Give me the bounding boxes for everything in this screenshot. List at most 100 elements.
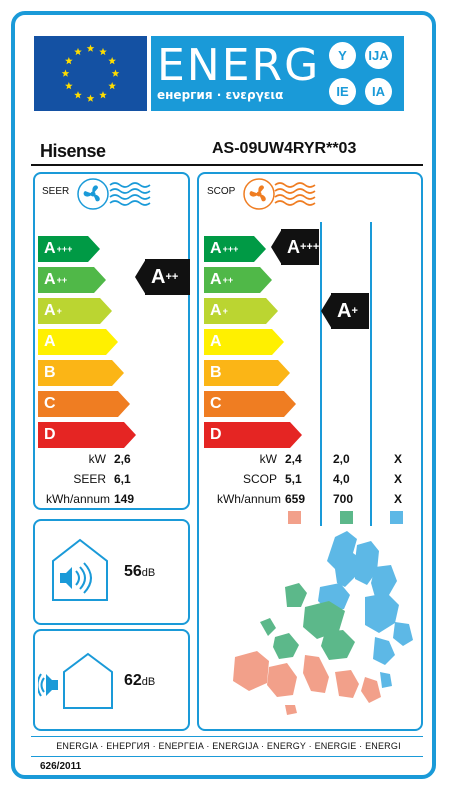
seer-scale-bar-tip	[106, 329, 118, 355]
seer-title: SEER	[42, 186, 70, 197]
eu-star	[99, 91, 107, 99]
eu-star	[86, 44, 95, 52]
zone-warm-swatch	[288, 511, 301, 524]
outdoor-noise-unit: dB	[141, 676, 156, 688]
seer-scale-letter: A	[44, 240, 56, 257]
seer-scale-bar: A +	[38, 298, 100, 324]
scop-warm-marker-arrow	[271, 229, 282, 265]
scop-scale-bar-tip	[254, 236, 266, 262]
seer-scale-letter: A	[44, 333, 56, 350]
scop-scop-warm: 5,1	[285, 472, 302, 486]
eu-star	[74, 91, 82, 99]
energy-header: ENERG енергия · ενεργεια Y IJA IE IA	[151, 36, 404, 111]
seer-scale-bar: D	[38, 422, 124, 448]
lang-code-ija: IJA	[365, 42, 392, 69]
seer-scale-letter: A	[44, 302, 56, 319]
fan-heat-icon	[243, 178, 275, 210]
scop-scale-bar-tip	[290, 422, 302, 448]
eu-star	[61, 69, 70, 77]
eu-star	[99, 47, 107, 56]
scop-panel	[197, 172, 423, 731]
scop-average-marker-arrow	[321, 293, 332, 329]
scop-average-rating-marker: A +	[331, 293, 369, 329]
header-divider	[31, 164, 423, 166]
zone-average-swatch	[340, 511, 353, 524]
energy-word: ENERG	[157, 40, 321, 91]
scop-kw-warm: 2,4	[285, 452, 302, 466]
regulation-number: 626/2011	[40, 761, 82, 772]
scop-scop-label: SCOP	[242, 472, 277, 486]
scop-scale-bar-tip	[260, 267, 272, 293]
scop-scale-letter: A	[210, 271, 222, 288]
model-number: AS-09UW4RYR**03	[212, 140, 357, 157]
seer-scale-bar-tip	[100, 298, 112, 324]
seer-panel	[33, 172, 190, 510]
energy-subtitle: енергия · ενεργεια	[157, 88, 284, 102]
seer-scale-bar-tip	[94, 267, 106, 293]
scop-scale-bar: A	[204, 329, 272, 355]
eu-star	[108, 82, 116, 90]
eu-star	[108, 57, 116, 65]
eu-star	[86, 94, 95, 102]
eu-star	[65, 82, 73, 90]
scop-scale-letter: A	[210, 302, 222, 319]
scop-scale-bar: A ++	[204, 267, 260, 293]
fan-cool-icon	[77, 178, 109, 210]
seer-scale-bar-tip	[112, 360, 124, 386]
scop-scale-plus: +	[222, 306, 228, 316]
scop-warm-rating-marker: A +++	[281, 229, 319, 265]
seer-scale-bar: B	[38, 360, 112, 386]
seer-kw-value: 2,6	[114, 452, 131, 466]
scop-title: SCOP	[207, 186, 236, 197]
scop-scale-bar: D	[204, 422, 290, 448]
seer-scale-bar-tip	[88, 236, 100, 262]
outdoor-noise-value: 62dB	[124, 672, 155, 690]
seer-rating-marker: A ++	[145, 259, 190, 295]
footer-languages: ENERGIA · ЕНЕРГИЯ · ΕΝΕΡΓΕΙΑ · ENERGIJA …	[56, 741, 401, 751]
seer-scale-bar: A +++	[38, 236, 88, 262]
scop-scale-bar-tip	[266, 298, 278, 324]
scop-column-divider-1	[320, 222, 322, 526]
scop-scale-bar-tip	[278, 360, 290, 386]
seer-seer-label: SEER	[73, 472, 106, 486]
zone-cold-swatch	[390, 511, 403, 524]
scop-column-divider-2	[370, 222, 372, 526]
seer-scale-letter: D	[44, 426, 56, 443]
scop-scop-average: 4,0	[333, 472, 350, 486]
seer-seer-value: 6,1	[114, 472, 131, 486]
scop-scale-bar: A +	[204, 298, 266, 324]
scop-kwh-label: kWh/annum	[216, 492, 281, 506]
seer-scale-plus: ++	[56, 275, 68, 285]
outdoor-noise-number: 62	[124, 672, 142, 689]
scop-scale-plus: ++	[222, 275, 234, 285]
seer-scale-bar: A	[38, 329, 106, 355]
seer-kw-label: kW	[88, 452, 106, 466]
eu-star	[74, 47, 82, 56]
scop-scop-cold: X	[394, 472, 403, 486]
scop-scale-letter: D	[210, 426, 222, 443]
scop-scale-bar-tip	[284, 391, 296, 417]
scop-kw-label: kW	[259, 452, 277, 466]
eu-flag	[34, 36, 147, 111]
scop-kw-average: 2,0	[333, 452, 350, 466]
scop-scale-bar-tip	[272, 329, 284, 355]
outdoor-noise-panel	[33, 629, 190, 731]
footer-divider-top	[31, 736, 423, 737]
europe-climate-map	[233, 531, 413, 715]
indoor-noise-unit: dB	[141, 567, 156, 579]
seer-scale-plus: +	[56, 306, 62, 316]
seer-marker-arrow	[135, 259, 146, 295]
seer-scale-plus: +++	[56, 244, 73, 254]
seer-kwh-value: 149	[114, 492, 135, 506]
scop-kwh-average: 700	[333, 492, 354, 506]
scop-scale-letter: A	[210, 240, 222, 257]
scop-kw-cold: X	[394, 452, 403, 466]
seer-scale-bar: C	[38, 391, 118, 417]
scop-scale-letter: A	[210, 333, 222, 350]
lang-code-ia: IA	[365, 78, 392, 105]
scop-scale-letter: C	[210, 395, 222, 412]
seer-kwh-label: kWh/annum	[45, 492, 110, 506]
eu-star	[111, 69, 120, 77]
seer-scale-bar: A ++	[38, 267, 94, 293]
seer-scale-letter: C	[44, 395, 56, 412]
